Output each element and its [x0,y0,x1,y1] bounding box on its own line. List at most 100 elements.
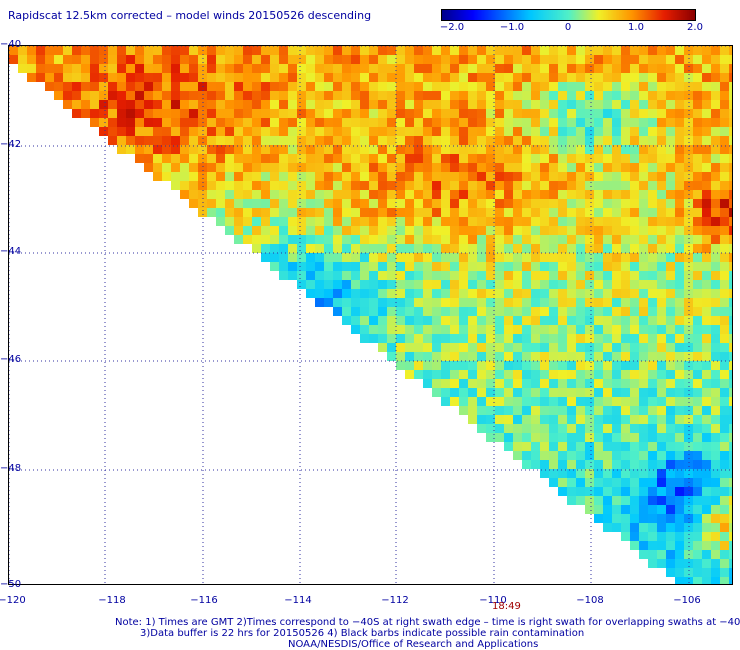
wind-cell [711,181,720,190]
wind-cell [180,136,189,145]
wind-cell [351,55,360,64]
wind-cell [621,523,630,532]
wind-difference-map [8,45,733,585]
wind-cell [684,496,693,505]
colorbar-tick: 1.0 [628,22,644,33]
wind-cell [729,199,732,208]
wind-cell [378,244,387,253]
wind-cell [270,154,279,163]
wind-cell [540,433,549,442]
wind-cell [441,190,450,199]
wind-cell [459,271,468,280]
wind-cell [360,253,369,262]
wind-cell [513,280,522,289]
wind-cell [189,91,198,100]
wind-cell [630,73,639,82]
wind-cell [342,298,351,307]
wind-cell [486,64,495,73]
wind-cell [207,91,216,100]
wind-cell [549,154,558,163]
wind-cell [405,199,414,208]
wind-cell [666,433,675,442]
wind-cell [549,64,558,73]
wind-cell [504,82,513,91]
wind-cell [567,127,576,136]
wind-cell [567,208,576,217]
wind-cell [270,46,279,55]
wind-cell [639,64,648,73]
wind-cell [693,181,702,190]
wind-cell [468,397,477,406]
wind-cell [270,181,279,190]
wind-cell [603,127,612,136]
wind-cell [405,361,414,370]
wind-cell [576,352,585,361]
wind-cell [576,397,585,406]
wind-cell [270,172,279,181]
wind-cell [171,154,180,163]
wind-cell [432,118,441,127]
wind-cell [702,532,711,541]
wind-cell [585,235,594,244]
wind-cell [108,55,117,64]
wind-cell [612,406,621,415]
wind-cell [558,361,567,370]
wind-cell [324,154,333,163]
wind-cell [531,460,540,469]
wind-cell [450,325,459,334]
wind-cell [693,55,702,64]
wind-cell [594,406,603,415]
wind-cell [567,181,576,190]
wind-cell [729,73,732,82]
wind-cell [342,55,351,64]
wind-cell [378,118,387,127]
wind-cell [684,127,693,136]
wind-cell [81,109,90,118]
wind-cell [603,289,612,298]
wind-cell [675,91,684,100]
wind-cell [261,253,270,262]
wind-cell [693,172,702,181]
wind-cell [711,397,720,406]
wind-cell [693,127,702,136]
wind-cell [342,316,351,325]
wind-cell [387,316,396,325]
wind-cell [657,496,666,505]
wind-cell [369,334,378,343]
wind-cell [477,415,486,424]
wind-cell [459,388,468,397]
wind-cell [432,64,441,73]
wind-cell [63,64,72,73]
wind-cell [504,235,513,244]
wind-cell [531,370,540,379]
wind-cell [684,73,693,82]
wind-cell [630,190,639,199]
wind-cell [702,271,711,280]
wind-cell [396,55,405,64]
wind-cell [180,91,189,100]
wind-cell [54,91,63,100]
wind-cell [558,271,567,280]
wind-cell [504,280,513,289]
wind-cell [504,316,513,325]
wind-cell [639,505,648,514]
wind-cell [531,388,540,397]
wind-cell [351,145,360,154]
wind-cell [576,154,585,163]
wind-cell [486,190,495,199]
wind-cell [549,442,558,451]
wind-cell [162,109,171,118]
wind-cell [513,91,522,100]
wind-cell [144,55,153,64]
wind-cell [261,127,270,136]
wind-cell [639,136,648,145]
wind-cell [360,325,369,334]
wind-cell [693,496,702,505]
wind-cell [432,235,441,244]
wind-cell [324,136,333,145]
wind-cell [342,253,351,262]
wind-cell [180,100,189,109]
wind-cell [576,271,585,280]
wind-cell [72,64,81,73]
wind-cell [351,271,360,280]
